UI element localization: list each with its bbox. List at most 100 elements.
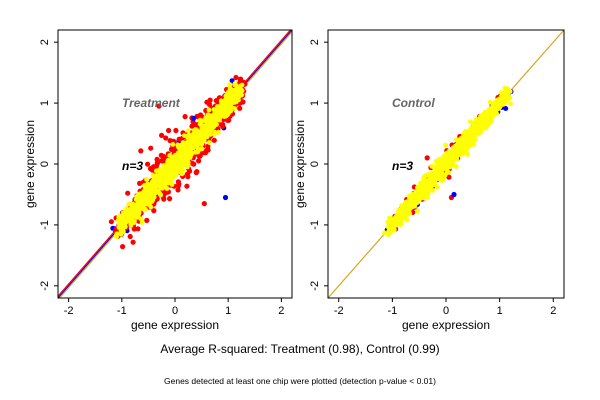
red-point	[135, 226, 141, 232]
red-point	[148, 145, 154, 151]
yellow-point	[403, 208, 409, 214]
yellow-point	[176, 155, 182, 161]
yellow-point	[462, 148, 468, 154]
yellow-point	[179, 171, 185, 177]
yellow-point	[114, 234, 119, 240]
yellow-point	[197, 117, 203, 123]
x-axis-label: gene expression	[131, 318, 219, 332]
yellow-point	[461, 132, 467, 137]
yellow-point	[450, 162, 456, 167]
yellow-point	[485, 112, 491, 118]
yellow-point	[162, 183, 168, 188]
yellow-point	[200, 125, 206, 130]
red-point	[167, 138, 173, 144]
yellow-point	[225, 106, 230, 111]
outlier-point	[451, 191, 457, 198]
red-point	[175, 183, 181, 189]
yellow-point	[227, 82, 233, 87]
y-tick-label: 2	[39, 39, 51, 45]
red-point	[163, 135, 169, 141]
yellow-point	[487, 99, 493, 105]
yellow-point	[143, 192, 149, 198]
red-point	[173, 127, 179, 134]
yellow-point	[118, 214, 124, 220]
yellow-point	[434, 174, 439, 180]
yellow-point	[235, 91, 240, 97]
outlier-point	[201, 201, 207, 207]
red-point	[127, 233, 133, 240]
yellow-point	[453, 154, 459, 160]
sample-count-label: n=3	[122, 159, 143, 173]
yellow-point	[214, 116, 220, 122]
plot-area	[328, 30, 564, 298]
yellow-point	[202, 128, 208, 134]
yellow-point	[151, 190, 157, 196]
yellow-point	[187, 132, 193, 138]
yellow-point	[435, 184, 440, 190]
y-tick-label: 0	[309, 161, 321, 167]
red-point	[184, 183, 190, 189]
yellow-point	[449, 152, 455, 157]
x-tick-label: 2	[278, 305, 284, 317]
red-point	[138, 148, 144, 154]
yellow-point	[482, 116, 487, 122]
red-point	[196, 158, 202, 164]
red-point	[191, 161, 197, 167]
yellow-point	[126, 218, 132, 224]
yellow-point	[396, 221, 402, 226]
yellow-point	[408, 200, 413, 205]
yellow-point	[239, 82, 245, 88]
yellow-point	[396, 216, 402, 222]
yellow-point	[413, 191, 419, 196]
blue-point	[229, 78, 235, 84]
yellow-point	[155, 184, 161, 189]
red-point	[159, 132, 165, 138]
yellow-point	[472, 127, 477, 132]
y-tick-label: -1	[309, 220, 321, 230]
x-tick-label: 2	[550, 305, 556, 317]
yellow-point	[388, 226, 393, 232]
yellow-point	[425, 195, 431, 201]
yellow-point	[172, 152, 178, 158]
red-point	[237, 105, 243, 111]
yellow-point	[470, 131, 475, 136]
red-point	[204, 99, 210, 105]
yellow-point	[208, 132, 214, 137]
yellow-point	[142, 184, 148, 190]
yellow-point	[466, 136, 472, 142]
red-point	[198, 112, 204, 118]
yellow-point	[120, 224, 126, 230]
red-point	[175, 187, 181, 193]
yellow-point	[474, 118, 480, 124]
yellow-point	[119, 229, 125, 235]
x-tick-label: -2	[64, 305, 74, 317]
yellow-point	[382, 230, 387, 236]
yellow-point	[211, 121, 217, 127]
yellow-point	[471, 142, 477, 147]
yellow-points	[113, 81, 245, 240]
yellow-point	[209, 114, 215, 120]
yellow-point	[207, 140, 212, 145]
yellow-point	[195, 149, 201, 155]
yellow-point	[126, 201, 132, 207]
yellow-point	[484, 123, 490, 129]
yellow-point	[183, 154, 188, 160]
yellow-point	[435, 167, 441, 173]
outlier-point	[424, 155, 430, 161]
yellow-point	[212, 107, 218, 113]
x-tick-label: 1	[225, 305, 231, 317]
yellow-point	[219, 106, 225, 112]
yellow-point	[508, 101, 513, 107]
yellow-point	[239, 87, 245, 93]
red-point	[154, 160, 160, 166]
yellow-point	[424, 178, 430, 184]
yellow-point	[206, 127, 211, 133]
red-point	[167, 196, 173, 202]
yellow-point	[388, 216, 394, 222]
yellow-point	[193, 129, 199, 135]
yellow-point	[153, 168, 159, 174]
r-squared-caption: Average R-squared: Treatment (0.98), Con…	[160, 342, 440, 356]
plot-area	[58, 30, 292, 298]
y-tick-label: -1	[39, 220, 51, 230]
